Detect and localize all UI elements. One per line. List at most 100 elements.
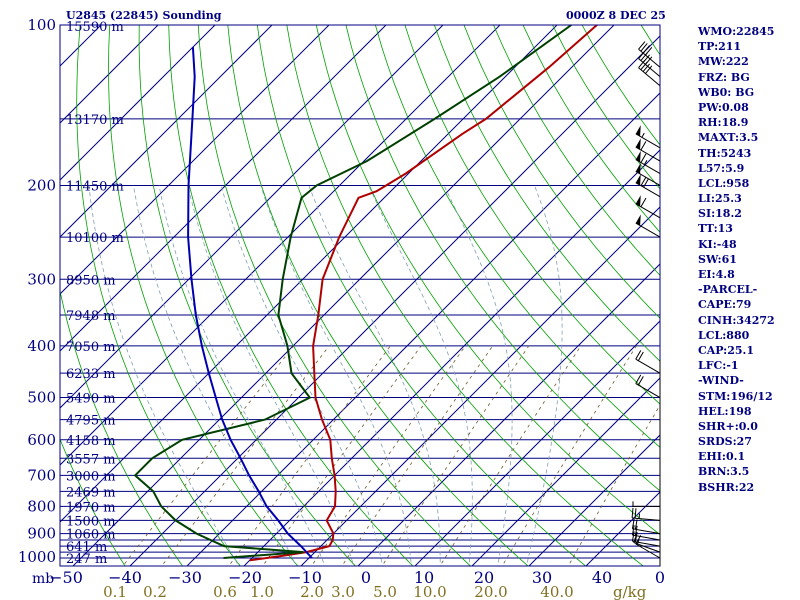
station-title: U2845 (22845) Sounding [66,9,222,22]
index-item: CAP:25.1 [698,343,755,357]
isotherm--100 [60,25,330,295]
temp-label-8: 30 [532,568,552,587]
height-label-400: 7050 m [66,340,116,355]
height-label-950: 641 m [66,540,107,555]
height-label-100: 15590 m [66,20,124,35]
temp-label-9: 40 [592,568,612,587]
index-item: -PARCEL- [698,283,758,297]
isotherm--90 [60,25,387,352]
index-item: HEL:198 [698,404,752,418]
index-item: BRN:3.5 [698,465,750,479]
mixing-ratio-label-5.0: 5.0 [373,583,397,600]
temp-label-4: −10 [288,568,322,587]
wind-barb-800 [632,501,660,507]
dry-adiabat-260 [108,25,299,566]
pressure-label-600: 600 [27,431,56,449]
moist-adiabat-5 [220,185,384,566]
dry-adiabat-230 [60,438,126,566]
plot-frame [59,24,661,567]
temp-label-10: 0 [655,568,665,587]
height-label-250: 10100 m [66,231,124,246]
index-item: EHI:0.1 [698,450,746,464]
parcel-line [187,47,313,559]
wind-barb-180 [635,138,661,162]
wind-barb-900 [631,518,661,535]
mixing-ratio-label-0.2: 0.2 [143,583,167,600]
moist-adiabat-30 [526,185,563,566]
height-label-150: 13170 m [66,113,124,128]
index-item: FRZ: BG [698,70,750,84]
wind-barb-850 [631,507,661,521]
mixing-ratio-label-1.0: 1.0 [250,583,274,600]
wind-barb-200 [635,162,661,186]
height-label-500: 5490 m [66,392,116,407]
temp-label-0: −50 [49,568,83,587]
height-label-300: 8950 m [66,273,116,288]
mixing-ratio-5.0 [381,345,530,566]
height-label-550: 4795 m [66,414,116,429]
height-label-350: 7948 m [66,309,116,324]
mixing-ratio-40.0 [567,404,660,566]
temp-label-5: 0 [361,568,371,587]
thermodynamic-grid [60,25,660,566]
dry-adiabat-390 [493,25,660,276]
mixing-ratio-label-10.0: 10.0 [413,583,446,600]
wind-barb-450 [635,350,661,374]
index-item: LCL:880 [698,328,750,342]
index-item: TT:13 [698,222,733,236]
index-item: -WIND- [698,374,744,388]
index-item: CINH:34272 [698,313,775,327]
dry-adiabat-320 [286,25,644,566]
temp-label-7: 20 [474,568,494,587]
temp-label-6: 10 [414,568,434,587]
wind-barb-210 [635,174,661,198]
isotherm--50 [72,25,615,566]
pressure-label-300: 300 [27,270,56,288]
pressure-label-700: 700 [27,466,56,484]
index-item: SI:18.2 [698,207,742,221]
sounding-profiles [133,25,598,562]
mixing-ratio-label-40.0: 40.0 [540,583,573,600]
dry-adiabat-360 [404,25,660,405]
height-label-1000: 247 m [66,552,107,567]
index-item: STM:196/12 [698,389,773,403]
dry-adiabat-310 [256,25,587,566]
index-item: MW:222 [698,55,749,69]
index-item: SW:61 [698,252,737,266]
dry-adiabat-290 [197,25,472,566]
index-item: CAPE:79 [698,298,752,312]
mixing-ratio-0.2 [161,345,330,566]
mixing-ratio-2.0 [311,345,466,566]
index-item: EI:4.8 [698,268,735,281]
mixing-ratio-3.0 [341,345,494,566]
height-label-650: 3557 m [66,452,116,467]
wind-barb-120 [638,41,661,68]
height-label-700: 3000 m [66,469,116,484]
index-item: LI:25.3 [698,192,742,206]
isotherm--130 [60,25,159,124]
index-item: KI:-48 [698,237,737,251]
pressure-label-1000: 1000 [18,548,56,566]
mixing-ratio-10.0 [439,345,582,566]
pressure-label-400: 400 [27,337,56,355]
index-item: RH:18.9 [698,116,749,130]
moist-adiabat-25 [443,185,513,566]
isotherm--10 [300,206,660,566]
isotherm--80 [60,25,444,409]
moist-adiabat-15 [308,185,441,566]
temperature-line [249,25,598,562]
index-item: SRDS:27 [698,435,752,449]
isotherm--60 [60,25,558,523]
mixing-ratio-20.0 [501,345,637,566]
height-label-750: 2469 m [66,485,116,500]
moist-adiabat--20 [88,185,240,566]
wind-barb-190 [635,150,661,175]
index-item: TP:211 [698,40,742,54]
wind-barb-925 [631,525,661,541]
height-label-900: 1060 m [66,528,116,543]
mixing-ratio-lines [122,345,660,566]
mixing-ratio-label-0.6: 0.6 [213,583,237,600]
pressure-label-900: 900 [27,525,56,543]
